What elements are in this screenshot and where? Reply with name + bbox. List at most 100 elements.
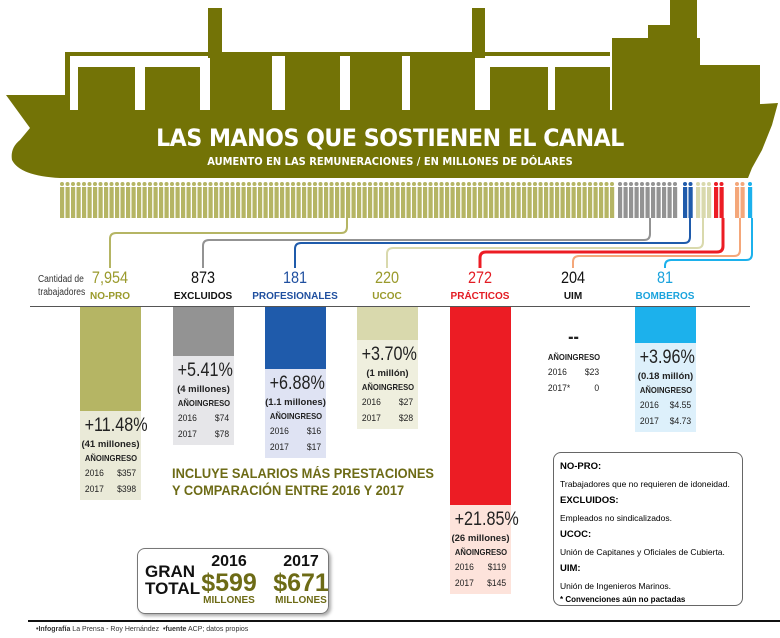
legend-definition: Unión de Capitanes y Oficiales de Cubier… [560,546,725,557]
row-year: 2016 [454,562,474,573]
grand-total-label: GRAN TOTAL [145,563,200,597]
worker-figure [236,182,241,218]
income-header: INGRESO [564,352,601,362]
worker-figure [87,182,92,218]
table-row: 2016 $357 [83,466,138,482]
worker-figure [291,182,296,218]
year-header: AÑO [547,352,565,362]
worker-figure [241,182,246,218]
row-year: 2016 [547,367,567,378]
footer-credits: •Infografía La Prensa - Roy Hernández •f… [36,626,248,633]
connector-line [478,218,725,268]
worker-figure [412,182,417,218]
legend-term: UIM: [560,563,581,574]
increase-amount: (1 millón) [366,368,409,379]
row-income: $145 [487,578,507,589]
total-value: $671 [273,569,329,597]
worker-figure [667,182,672,218]
table-row: 2016 $4.55 [638,398,693,414]
year-header: AÑO [361,382,379,392]
grand-total-2017: 2017 $671 MILLONES [266,553,336,606]
page-title: LAS MANOS QUE SOSTIENEN EL CANAL [156,124,624,152]
grand-total-2016: 2016 $599 MILLONES [194,553,264,606]
worker-figure [571,182,576,218]
worker-figure [192,182,197,218]
row-year: 2017 [84,484,104,495]
worker-figure [527,182,532,218]
worker-count: 7,954 [91,268,129,287]
row-income: $78 [214,429,230,440]
worker-count: 220 [374,268,400,287]
worker-figure [714,182,719,218]
income-header: INGRESO [471,547,508,557]
row-year: 2017 [454,578,474,589]
worker-figure [252,182,257,218]
ship-silhouette [6,0,778,178]
total-year: 2017 [283,553,319,570]
row-income: $4.55 [669,400,692,411]
worker-figure [362,182,367,218]
legend-box: NO-PRO: Trabajadores que no requieren de… [553,452,743,606]
row-income: $119 [487,562,507,573]
worker-figure [384,182,389,218]
worker-figure [390,182,395,218]
worker-figure [494,182,499,218]
row-income: $16 [306,426,322,437]
worker-count: 272 [467,268,493,287]
increase-amount: (41 millones) [81,439,140,450]
group-name: UIM [563,291,583,302]
ship-illustration [6,0,778,268]
detail-box: -- AÑO INGRESO 2016 $23 2017* 0 [543,323,604,399]
worker-figure [82,182,87,218]
worker-figure [208,182,213,218]
legend-term: EXCLUIDOS: [560,495,619,506]
worker-figure [379,182,384,218]
income-header: INGRESO [101,453,138,463]
total-unit: MILLONES [275,595,327,606]
worker-figure [450,182,455,218]
connector-line [664,218,753,268]
worker-figure [456,182,461,218]
row-year: 2017* [547,383,571,394]
worker-figure [735,182,740,218]
worker-figure [467,182,472,218]
worker-figure [324,182,329,218]
table-row: 2017 $398 [83,482,138,498]
worker-figure [115,182,120,218]
worker-figure [673,182,678,218]
ship-hull [6,95,778,178]
table-row: 2016 $74 [176,411,231,427]
source-text: ACP; datos propios [187,626,249,633]
worker-figure [696,182,701,218]
increase-percent: -- [568,327,579,348]
row-income: $17 [306,442,322,453]
row-income: $28 [398,413,414,424]
increase-bar [357,307,418,340]
worker-figure [461,182,466,218]
worker-figure [566,182,571,218]
worker-figure [131,182,136,218]
worker-figure [505,182,510,218]
worker-figure [340,182,345,218]
worker-figure [489,182,494,218]
worker-figure [368,182,373,218]
worker-figure [423,182,428,218]
row-year: 2017 [177,429,197,440]
legend-term: NO-PRO: [560,461,602,472]
worker-figure [604,182,609,218]
group-column-nopro: 7,954 NO-PRO +11.48% (41 millones) AÑO IN… [60,268,160,500]
table-row: 2017 $28 [360,411,415,427]
connector-lines [109,218,753,268]
increase-percent: +6.88% [269,373,325,394]
worker-figure [170,182,175,218]
worker-figure [120,182,125,218]
worker-figure [533,182,538,218]
worker-figure [219,182,224,218]
row-year: 2017 [361,413,381,424]
table-row: 2017 $17 [268,440,323,456]
year-header: AÑO [177,398,195,408]
worker-figure [483,182,488,218]
worker-figure [175,182,180,218]
worker-figure [748,182,753,218]
